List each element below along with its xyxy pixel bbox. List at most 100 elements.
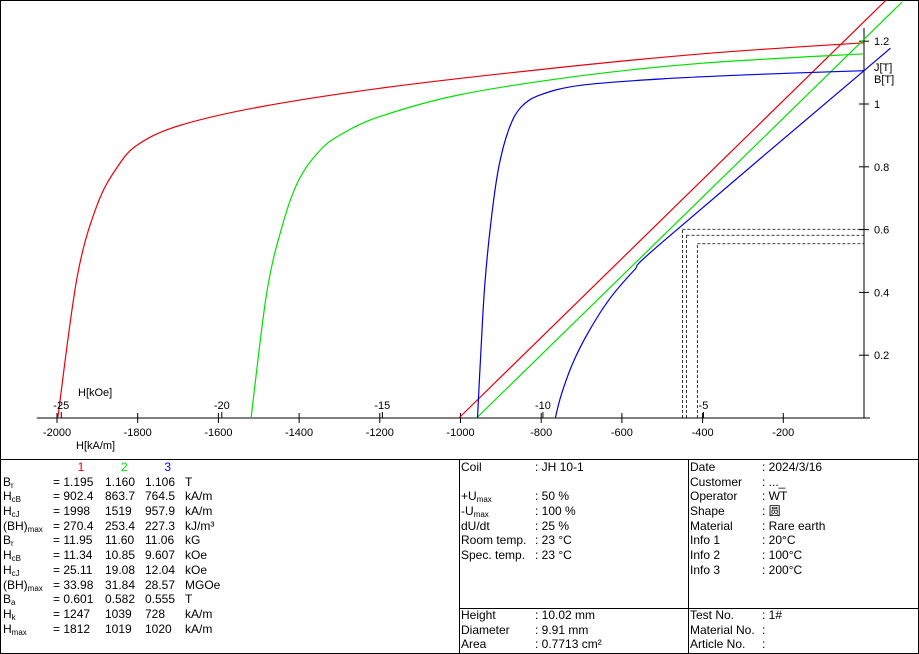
- result-row: HcJ = 1998 1519 957.9 kA/m: [3, 504, 458, 519]
- result-symbol: Br: [3, 474, 14, 490]
- result-unit: kA/m: [185, 504, 213, 519]
- info-row: Shape : 圆: [690, 504, 916, 519]
- y-tick-label: 0.4: [874, 287, 889, 299]
- info-value: : JH 10-1: [535, 460, 584, 474]
- result-value-series-3: 728: [145, 606, 166, 621]
- result-value-series-3: 764.5: [145, 489, 176, 504]
- result-row: HcJ = 25.11 19.08 12.04 kOe: [3, 563, 458, 578]
- x-axis-label-kam: H[kA/m]: [76, 440, 115, 452]
- result-value-series-3: 12.04: [145, 562, 176, 577]
- info-row: Info 1: 20°C: [690, 533, 916, 548]
- chart-labels: -2000 -1800 -1600 -1400 -1200 -1000 -800 -600 -4…: [43, 36, 894, 452]
- info-value: : 50 %: [535, 489, 570, 504]
- info-label: Article No.: [690, 637, 746, 652]
- y-tick-label: 0.2: [874, 350, 889, 362]
- info-value: : 100°C: [762, 548, 803, 563]
- info-label: Area: [461, 637, 487, 652]
- info-value: : 2024/3/16: [762, 460, 823, 474]
- info-value: : 10.02 mm: [535, 607, 596, 622]
- info-row: Operator : WT: [690, 489, 916, 504]
- info-label: Coil: [461, 460, 482, 474]
- chart-axes: [0, 28, 919, 654]
- info-row: Customer: ..._: [690, 475, 916, 490]
- info-value: : 100 %: [535, 504, 576, 519]
- y-axis-label-b: B[T]: [874, 74, 894, 86]
- info-label: Operator: [690, 489, 738, 504]
- x-tick-label-koe: -20: [214, 400, 230, 412]
- sample-dimensions: Height: 10.02 mm Diameter: 9.91 mm Area: 0…: [461, 608, 602, 652]
- x-tick-label-kam: -2000: [43, 427, 71, 439]
- result-row: Ba = 0.601 0.582 0.555 T: [3, 592, 458, 607]
- y-tick-label: 0.8: [874, 162, 889, 174]
- result-unit: kA/m: [185, 606, 213, 621]
- result-value-series-2: 11.60: [105, 533, 135, 548]
- result-row: HcB = 11.34 10.85 9.607 kOe: [3, 548, 458, 563]
- info-value: : 1#: [762, 607, 783, 622]
- info-row: Area: 0.7713 cm²: [461, 637, 602, 652]
- result-value-series-1: = 1.195: [53, 474, 94, 489]
- result-row: (BH)max = 33.98 31.84 28.57 MGOe: [3, 578, 458, 593]
- result-value-series-1: = 0.601: [53, 592, 94, 607]
- series-2-id: 2: [121, 460, 128, 474]
- result-symbol: HcJ: [3, 562, 20, 578]
- result-value-series-2: 10.85: [105, 548, 136, 563]
- result-value-series-2: 0.582: [105, 592, 136, 607]
- info-label: Info 2: [690, 548, 721, 563]
- info-label: Date: [690, 460, 716, 474]
- b-curve-series-1: [458, 0, 888, 419]
- result-unit: T: [185, 592, 193, 607]
- result-value-series-2: 253.4: [105, 518, 136, 533]
- info-value: : WT: [762, 489, 788, 504]
- result-unit: T: [185, 474, 193, 489]
- series-3-id: 3: [164, 460, 172, 474]
- result-value-series-2: 863.7: [105, 489, 136, 504]
- chart-curves: [57, 0, 903, 419]
- result-symbol: (BH)max: [3, 518, 43, 534]
- result-value-series-2: 31.84: [105, 577, 136, 592]
- info-label: Info 3: [690, 562, 721, 577]
- info-label: Customer: [690, 474, 743, 489]
- result-value-series-1: = 1812: [53, 621, 91, 636]
- result-value-series-3: 1020: [145, 621, 172, 636]
- sample-panel: Date : 2024/3/16 Customer: ..._ Operator : W…: [690, 460, 916, 652]
- measurement-panel: Coil: JH 10-1 +Umax: 50 % -Umax: 100 % dU/d…: [461, 460, 687, 652]
- result-unit: kOe: [185, 548, 208, 563]
- info-row: [461, 475, 687, 490]
- result-unit: kA/m: [185, 489, 213, 504]
- info-row: Diameter: 9.91 mm: [461, 623, 602, 638]
- y-tick-label: 1.2: [874, 36, 889, 48]
- info-row: Coil : JH 10-1: [461, 460, 687, 475]
- info-label: Room temp.: [461, 533, 527, 548]
- info-value: : 圆: [762, 504, 781, 519]
- result-row: (BH)max = 270.4 253.4 227.3 kJ/m³: [3, 519, 458, 534]
- info-value: : Rare earth: [762, 518, 826, 533]
- results-panel: 1 2 3 Br = 1.195 1.160 1.106 T HcB = 902.4 863.…: [3, 460, 458, 636]
- result-symbol: Br: [3, 533, 14, 549]
- x-tick-label-kam: -600: [611, 427, 633, 439]
- info-row: Article No.:: [690, 637, 782, 652]
- info-value: :: [762, 622, 766, 637]
- series-header: 1 2 3: [3, 460, 458, 475]
- info-label: Shape: [690, 504, 725, 519]
- x-tick-label-koe: -10: [535, 400, 551, 412]
- result-row: Hk = 1247 1039 728 kA/m: [3, 607, 458, 622]
- x-tick-label-koe: -25: [53, 400, 69, 412]
- info-label: +Umax: [461, 489, 492, 505]
- info-row: Spec. temp.: 23 °C: [461, 548, 687, 563]
- b-curve-series-3: [554, 47, 891, 419]
- result-symbol: HcB: [3, 489, 22, 505]
- result-row: Hmax = 1812 1019 1020 kA/m: [3, 622, 458, 637]
- sample-identification: Test No.: 1# Material No.: Article No.:: [690, 608, 782, 652]
- info-label: -Umax: [461, 504, 489, 520]
- sample-info: Date : 2024/3/16 Customer: ..._ Operator : W…: [690, 460, 916, 578]
- result-symbol: HcB: [3, 548, 22, 564]
- info-value: : 200°C: [762, 562, 803, 577]
- x-tick-label-kam: -400: [692, 427, 714, 439]
- series-1-id: 1: [77, 460, 85, 474]
- x-tick-label-kam: -1800: [124, 427, 152, 439]
- info-row: Date : 2024/3/16: [690, 460, 916, 475]
- result-value-series-1: = 33.98: [53, 577, 94, 592]
- info-label: Test No.: [690, 607, 735, 622]
- x-tick-label-kam: -800: [530, 427, 552, 439]
